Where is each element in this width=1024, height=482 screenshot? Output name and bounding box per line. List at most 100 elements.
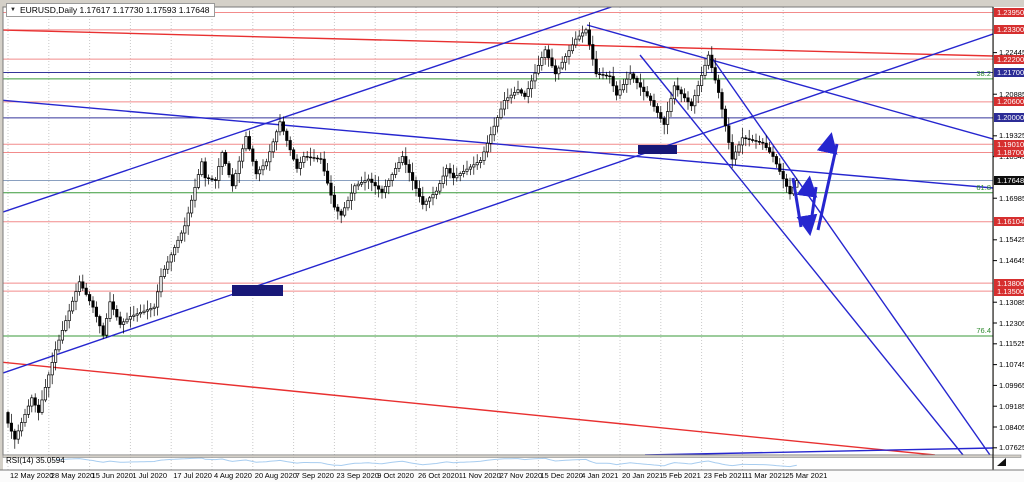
candle-body [315,157,319,160]
annotation-arrow [816,132,839,231]
candle-body [213,179,217,181]
candle-body [346,200,350,209]
candle-body [30,397,34,407]
candle-body [271,141,275,153]
candle-body [472,164,476,168]
candle-body [383,186,387,193]
price-axis-label: 1.09965 [999,380,1024,390]
candle-body [567,50,571,57]
date-axis-label: 20 Aug 2020 [254,471,297,480]
date-axis-label: 7 Sep 2020 [295,471,334,480]
candle-body [740,137,744,146]
candle-body [676,85,680,91]
candle-body [224,152,228,164]
candle-body [356,183,360,187]
candle-body [397,162,401,169]
rsi-indicator-label: RSI(14) 35.0594 [6,456,65,465]
price-line-chip: 1.16104 [994,217,1024,227]
fib-level-label: 76.4 [976,326,991,336]
candle-body [336,206,340,212]
candle-body [672,85,676,100]
date-axis-label: 9 Oct 2020 [377,471,414,480]
candle-body [302,156,306,163]
candle-body [710,54,714,68]
candle-body [349,192,353,201]
pane-separator[interactable] [2,454,1022,458]
candle-body [604,74,608,77]
candle-body [441,175,445,184]
candle-body [339,210,343,216]
candle-body [166,261,170,270]
candle-body [574,38,578,46]
chevron-down-icon[interactable]: ▼ [10,7,16,13]
candle-body [404,156,408,165]
candle-body [754,140,758,142]
price-axis-label: 1.09185 [999,401,1024,411]
candle-body [176,239,180,248]
price-axis-label: 1.22445 [999,48,1024,58]
candle-body [94,306,98,317]
candle-body [196,174,200,188]
rsi-line [55,457,797,468]
candle-body [400,156,404,163]
blue-trendline [711,57,991,455]
candle-body [547,49,551,59]
candle-body [788,185,792,195]
candle-body [26,405,30,415]
candle-body [683,93,687,99]
candle-body [312,157,316,159]
price-axis-label: 1.19325 [999,131,1024,141]
candle-body [264,161,268,167]
candle-body [81,281,85,289]
candle-body [717,79,721,93]
candle-body [570,44,574,52]
candle-body [309,156,313,159]
candle-body [506,97,510,101]
candle-body [679,89,683,95]
date-axis-label: 5 Feb 2021 [662,471,701,480]
candle-body [638,82,642,88]
candle-body [377,185,381,190]
order-block-rectangle [232,285,283,296]
date-axis-label: 25 Mar 2021 [785,471,828,480]
date-axis-label: 23 Sep 2020 [336,471,379,480]
price-line-chip: 1.22200 [994,54,1024,64]
candle-body [135,313,139,316]
candle-body [689,101,693,107]
candle-body [587,29,591,45]
price-line-chip: 1.23300 [994,25,1024,35]
candle-body [278,121,282,133]
candle-body [482,151,486,161]
candle-body [407,164,411,173]
candle-body [23,413,27,423]
candle-body [43,387,47,401]
candle-body [662,118,666,125]
price-axis-label: 1.11525 [999,339,1024,349]
candle-body [557,67,561,75]
candle-body [608,75,612,77]
candle-body [343,207,347,216]
candle-body [105,318,109,336]
price-line-chip: 1.20000 [994,113,1024,123]
chart-plot-background [3,7,993,455]
candle-body [781,171,785,180]
candle-body [71,300,75,312]
scroll-to-end-icon[interactable] [997,458,1006,466]
rsi-layer [55,457,797,468]
candle-body [220,152,224,167]
candle-body [475,162,479,166]
candle-body [394,168,398,175]
candle-body [642,86,646,92]
price-axis-label: 1.16985 [999,193,1024,203]
candle-body [686,97,690,103]
date-axis-label: 27 Nov 2020 [499,471,543,480]
candle-body [329,182,333,196]
candle-body [703,64,707,76]
candle-body [125,318,129,323]
candle-body [111,301,115,310]
price-line-chip: 1.17648 [994,176,1024,186]
symbol-ohlc-box[interactable]: ▼ EURUSD,Daily 1.17617 1.17730 1.17593 1… [6,3,216,17]
candle-body [57,339,61,351]
candle-body [251,148,255,162]
